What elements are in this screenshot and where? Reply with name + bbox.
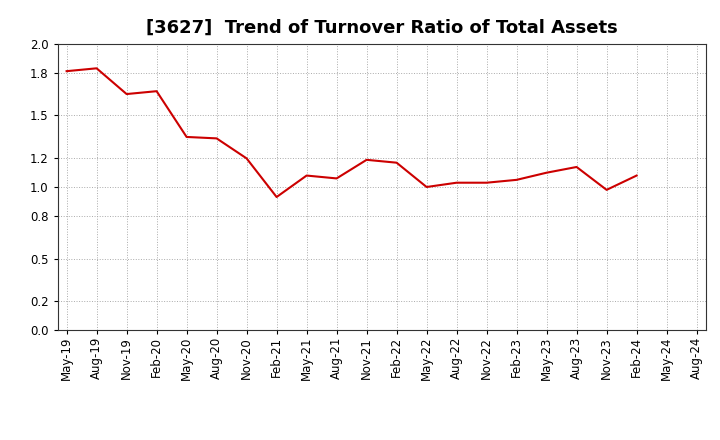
Title: [3627]  Trend of Turnover Ratio of Total Assets: [3627] Trend of Turnover Ratio of Total …	[145, 19, 618, 37]
